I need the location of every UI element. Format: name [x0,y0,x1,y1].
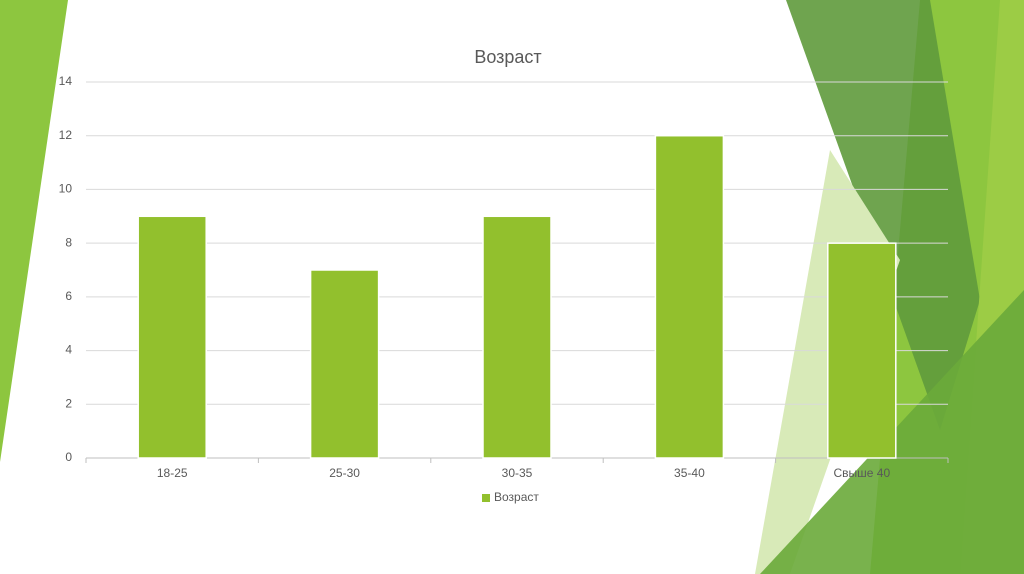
left-shape [0,0,68,462]
legend-marker [482,494,490,502]
chart-title: Возраст [474,47,541,67]
bar [137,215,207,459]
x-tick-label: 35-40 [674,466,705,480]
legend-label: Возраст [494,490,539,504]
right-shape [786,0,980,430]
y-tick-label: 4 [65,343,72,357]
bar [309,269,380,459]
y-tick-label: 0 [65,450,72,464]
bar [827,242,897,459]
bar [654,134,725,459]
y-tick-label: 2 [65,396,72,410]
plot: 0 2 4 6 8 10 12 14 18-25 25-30 30-35 35-40 Свыше 40 В… [59,74,949,504]
y-tick-label: 6 [65,289,72,303]
y-tick-label: 8 [65,235,72,249]
y-tick-label: 12 [59,128,73,142]
bar [482,215,552,459]
x-tick-label: 18-25 [157,466,188,480]
x-tick-label: Свыше 40 [833,466,890,480]
y-tick-label: 14 [59,74,73,88]
y-tick-label: 10 [59,182,73,196]
x-tick-label: 30-35 [502,466,533,480]
x-tick-label: 25-30 [329,466,360,480]
